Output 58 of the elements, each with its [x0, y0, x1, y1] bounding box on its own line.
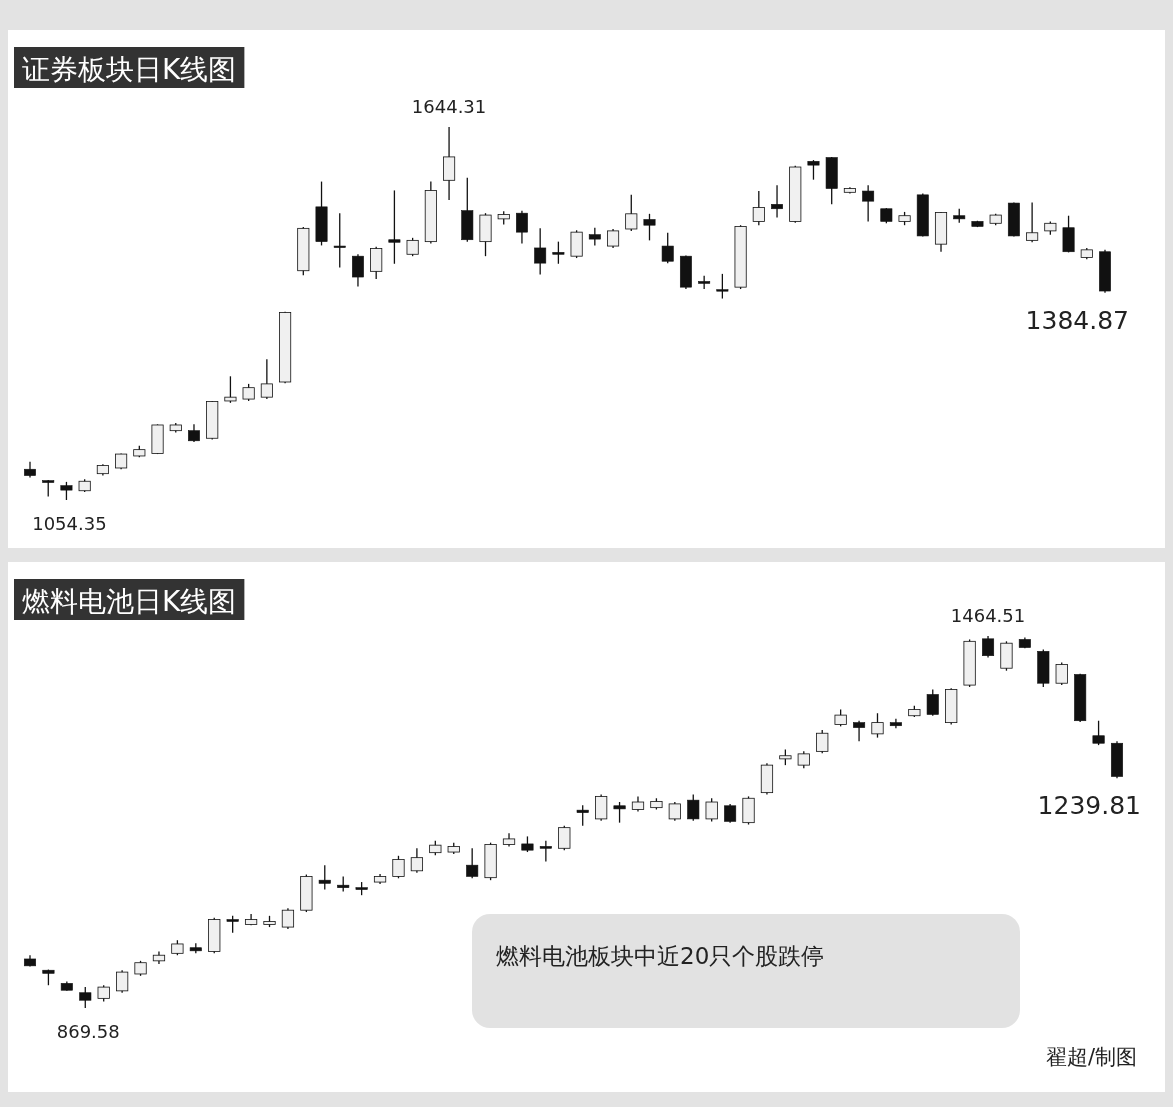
- candlestick: [853, 720, 866, 743]
- candlestick: [926, 688, 939, 717]
- candlestick: [625, 194, 638, 232]
- candlestick: [816, 729, 829, 754]
- chart-title: 燃料电池日K线图: [22, 585, 237, 618]
- candlestick: [281, 907, 295, 930]
- candlestick: [352, 253, 364, 288]
- candlestick: [661, 232, 674, 264]
- annotation: 1239.81: [1037, 791, 1141, 821]
- candlestick: [716, 273, 729, 300]
- candlestick: [1092, 720, 1105, 746]
- candlestick: [1026, 201, 1039, 243]
- candlestick: [982, 635, 995, 659]
- chart-title: 证券板块日K线图: [22, 53, 237, 86]
- candlestick: [705, 797, 718, 823]
- candlestick: [687, 793, 700, 822]
- candlestick: [534, 227, 547, 276]
- annotation: 869.58: [56, 1021, 120, 1042]
- candlestick: [116, 969, 129, 994]
- candlestick: [724, 803, 737, 824]
- candlestick: [370, 246, 383, 280]
- candlestick: [79, 986, 92, 1009]
- candlestick: [466, 847, 479, 879]
- candlestick: [260, 358, 273, 400]
- candlestick: [668, 801, 681, 822]
- candlestick: [224, 375, 237, 404]
- candlestick: [862, 184, 875, 223]
- candlestick: [613, 801, 626, 824]
- candlestick: [392, 855, 405, 879]
- annotation: 1644.31: [411, 96, 487, 117]
- annotation: 1054.35: [32, 513, 107, 534]
- candlestick: [1055, 661, 1068, 686]
- candlestick: [410, 847, 424, 874]
- candlestick: [558, 825, 571, 851]
- candlestick: [752, 190, 765, 226]
- annotation: 1384.87: [1025, 305, 1129, 335]
- candlestick: [807, 159, 820, 181]
- candlestick: [771, 184, 783, 219]
- note: 燃料电池板块中近20只个股跌停: [472, 914, 1020, 1028]
- candlestick: [318, 864, 331, 891]
- candlestick: [333, 212, 346, 269]
- candlestick: [443, 126, 456, 201]
- candlestick: [60, 481, 73, 501]
- candlestick: [552, 240, 565, 265]
- candlestick: [388, 189, 401, 265]
- candlestick: [576, 804, 589, 827]
- annotation: 1464.51: [950, 605, 1026, 626]
- candlestick: [516, 210, 528, 245]
- title: 证券板块日K线图: [14, 47, 245, 88]
- candlestick: [607, 228, 620, 249]
- title: 燃料电池日K线图: [14, 579, 245, 620]
- candlestick: [595, 793, 608, 822]
- candlestick: [539, 840, 552, 863]
- annotation: 燃料电池板块中近20只个股跌停: [496, 943, 825, 969]
- candlestick: [406, 237, 419, 257]
- candlestick: [643, 213, 656, 242]
- text: 翟超/制图: [1045, 1045, 1137, 1069]
- candlestick: [871, 712, 884, 739]
